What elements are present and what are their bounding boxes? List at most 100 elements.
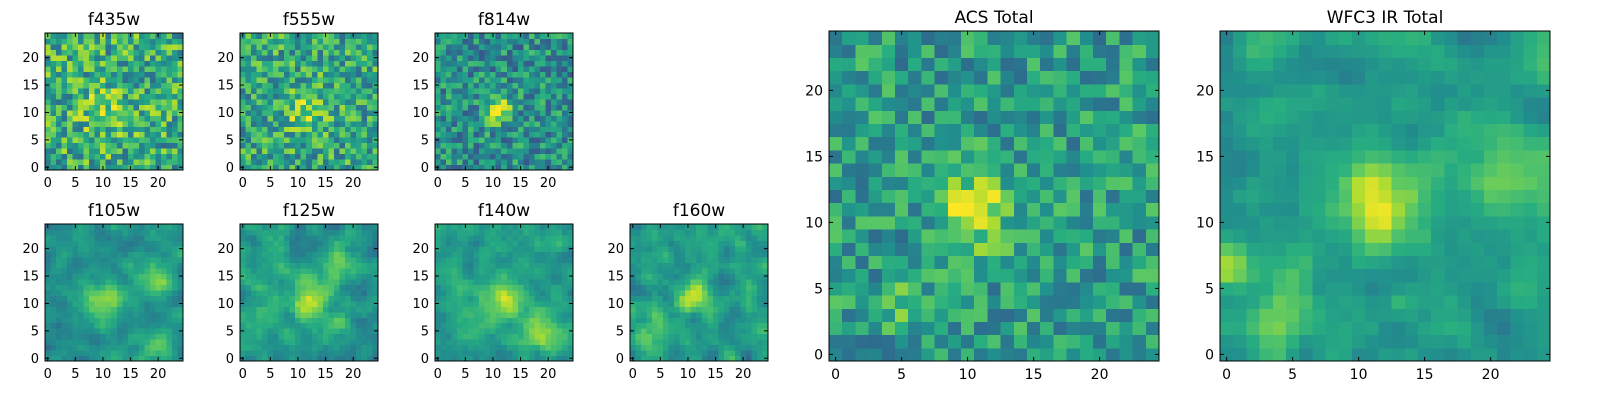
heatmap-cell xyxy=(987,189,1002,204)
heatmap-cell xyxy=(539,54,546,61)
heatmap-cell xyxy=(668,234,675,242)
heatmap-cell xyxy=(61,43,68,51)
heatmap-cell xyxy=(72,82,79,89)
heatmap-cell xyxy=(311,267,318,274)
heatmap-cell xyxy=(61,137,68,144)
heatmap-cell xyxy=(701,295,708,302)
heatmap-cell xyxy=(446,355,453,362)
heatmap-cell xyxy=(484,224,491,231)
heatmap-cell xyxy=(116,131,123,138)
heatmap-cell xyxy=(630,306,637,313)
heatmap-cell xyxy=(171,98,179,105)
heatmap-cell xyxy=(1000,229,1015,243)
heatmap-cell xyxy=(517,306,524,313)
heatmap-cell xyxy=(127,71,134,78)
heatmap-cell xyxy=(160,355,168,362)
heatmap-cell xyxy=(539,109,546,116)
heatmap-cell xyxy=(512,234,519,242)
heatmap-cell xyxy=(251,33,258,40)
heatmap-cell xyxy=(284,339,291,346)
heatmap-cell xyxy=(61,229,68,236)
heatmap-cell xyxy=(372,98,379,105)
heatmap-cell xyxy=(45,98,52,105)
heatmap-cell xyxy=(561,120,569,127)
heatmap-cell xyxy=(1093,176,1107,190)
heatmap-cell xyxy=(501,153,508,160)
heatmap-cell xyxy=(289,311,296,318)
heatmap-cell xyxy=(512,38,519,45)
heatmap-cell xyxy=(284,82,291,89)
heatmap-cell xyxy=(240,306,247,313)
heatmap-cell xyxy=(83,49,90,56)
heatmap-cell xyxy=(523,153,530,160)
heatmap-cell xyxy=(122,159,129,166)
heatmap-cell xyxy=(116,153,123,160)
heatmap-cell xyxy=(506,65,513,72)
heatmap-cell xyxy=(160,164,168,171)
heatmap-cell xyxy=(550,256,558,263)
heatmap-cell xyxy=(1000,202,1015,217)
heatmap-cell xyxy=(974,334,988,349)
heatmap-cell xyxy=(94,355,101,362)
heatmap-cell xyxy=(657,344,664,351)
heatmap-cell xyxy=(1106,242,1120,256)
heatmap-cell xyxy=(707,240,714,247)
heatmap-cell xyxy=(545,300,552,307)
heatmap-cell xyxy=(1145,321,1160,336)
heatmap-cell xyxy=(333,289,340,296)
heatmap-cell xyxy=(440,33,447,40)
heatmap-cell xyxy=(89,234,96,242)
heatmap-cell xyxy=(435,251,442,258)
heatmap-cell xyxy=(350,311,357,318)
heatmap-cell xyxy=(240,311,247,318)
heatmap-cell xyxy=(300,65,307,72)
heatmap-cell xyxy=(278,93,285,100)
heatmap-cell xyxy=(506,317,513,324)
heatmap-cell xyxy=(462,306,469,313)
heatmap-cell xyxy=(256,43,263,51)
heatmap-cell xyxy=(89,71,96,78)
heatmap-cell xyxy=(45,87,52,94)
heatmap-cell xyxy=(372,43,379,51)
heatmap-cell xyxy=(350,43,357,51)
heatmap-cell xyxy=(350,229,357,236)
heatmap-cell xyxy=(567,284,574,291)
heatmap-cell xyxy=(718,317,725,324)
heatmap-cell xyxy=(1053,268,1068,283)
heatmap-cell xyxy=(495,267,502,274)
heatmap-cell xyxy=(289,33,296,40)
heatmap-cell xyxy=(690,339,697,346)
heatmap-cell xyxy=(506,240,513,247)
heatmap-cell xyxy=(256,251,263,258)
heatmap-cell xyxy=(94,262,101,269)
heatmap-cell xyxy=(295,126,302,133)
heatmap-cell xyxy=(171,306,179,313)
heatmap-cell xyxy=(479,344,486,351)
heatmap-cell xyxy=(646,278,653,285)
heatmap-cell xyxy=(240,131,247,138)
heatmap-cell xyxy=(240,93,247,100)
heatmap-cell xyxy=(355,131,363,138)
heatmap-cell xyxy=(127,339,134,346)
heatmap-cell xyxy=(462,300,469,307)
heatmap-cell xyxy=(462,350,469,357)
heatmap-cell xyxy=(171,43,179,51)
heatmap-cell xyxy=(457,54,464,61)
heatmap-cell xyxy=(61,262,68,269)
heatmap-cell xyxy=(306,120,313,127)
heatmap-cell xyxy=(479,289,486,296)
heatmap-cell xyxy=(72,339,79,346)
heatmap-cell xyxy=(344,104,351,111)
heatmap-cell xyxy=(881,215,896,230)
heatmap-cell xyxy=(240,251,247,258)
heatmap-cell xyxy=(855,334,870,349)
heatmap-cell xyxy=(523,306,530,313)
heatmap-cell xyxy=(545,71,552,78)
heatmap-cell xyxy=(947,163,962,177)
heatmap-cell xyxy=(83,317,90,324)
heatmap-cell xyxy=(116,126,123,133)
heatmap-cell xyxy=(1106,321,1120,336)
heatmap-cell xyxy=(561,137,569,144)
heatmap-cell xyxy=(262,49,269,56)
heatmap-cell xyxy=(355,251,363,258)
